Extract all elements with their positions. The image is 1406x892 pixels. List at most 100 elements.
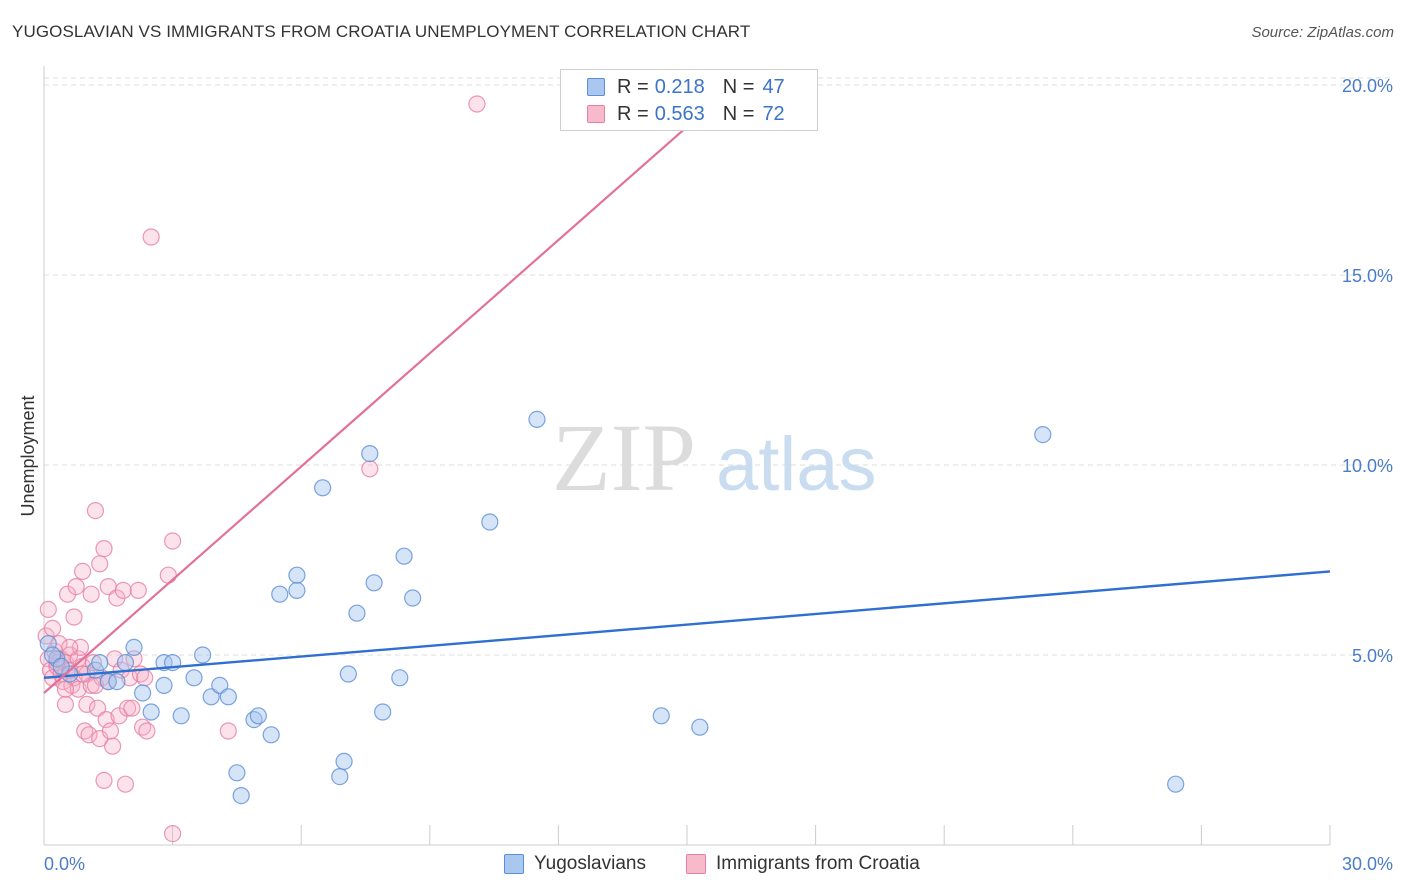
yugoslavian-point xyxy=(232,786,250,805)
yugoslavian-point xyxy=(52,657,70,676)
legend-n-value: 47 xyxy=(762,75,785,98)
yugoslavian-point xyxy=(249,707,267,725)
croatia-trend-line xyxy=(43,125,688,694)
croatia-point xyxy=(164,824,182,843)
croatia-point xyxy=(129,581,147,600)
croatia-point xyxy=(116,775,135,793)
croatia-point xyxy=(82,585,100,603)
croatia-point xyxy=(56,680,75,698)
watermark-zip: ZIP xyxy=(552,404,696,511)
croatia-point xyxy=(91,555,109,573)
legend-row-croatia: R = 0.563 N = 72 xyxy=(587,101,785,127)
croatia-point xyxy=(65,608,83,626)
yugoslavian-point xyxy=(185,669,203,687)
croatia-point xyxy=(142,228,160,246)
yugoslavian-point xyxy=(361,445,379,463)
bottom-legend-swatch-pink xyxy=(686,854,706,874)
yugoslavian-point xyxy=(133,684,152,702)
yugoslavian-point xyxy=(288,566,306,584)
yugoslavian-point xyxy=(395,547,413,565)
croatia-point xyxy=(67,577,85,596)
yugoslavian-point xyxy=(335,752,353,771)
croatia-point xyxy=(164,532,182,550)
yugoslavian-point xyxy=(271,585,289,603)
axes-layer xyxy=(43,66,1331,846)
chart-title: YUGOSLAVIAN VS IMMIGRANTS FROM CROATIA U… xyxy=(12,22,751,41)
y-tick-label: 5.0% xyxy=(1352,646,1393,666)
croatia-point xyxy=(138,722,156,740)
yugoslavian-points xyxy=(39,410,1185,805)
yugoslavian-point xyxy=(125,638,143,657)
yugoslavian-point xyxy=(365,574,383,592)
legend-swatch-blue xyxy=(587,78,605,96)
yugoslavian-point xyxy=(339,665,357,683)
stats-legend: R = 0.218 N = 47 R = 0.563 N = 72 xyxy=(560,69,818,131)
y-tick-label: 20.0% xyxy=(1342,76,1393,96)
yugoslavian-point xyxy=(691,718,709,736)
y-tick-label: 15.0% xyxy=(1342,266,1393,286)
croatia-point xyxy=(95,539,113,558)
watermark: ZIP atlas xyxy=(552,404,877,511)
croatia-point xyxy=(468,95,486,113)
croatia-point xyxy=(88,699,107,717)
croatia-point xyxy=(103,737,122,755)
yugoslavian-point xyxy=(391,669,409,687)
croatia-point xyxy=(123,699,141,717)
bottom-legend-label: Yugoslavians xyxy=(534,853,646,874)
yugoslavian-point xyxy=(288,581,306,600)
legend-n-value: 72 xyxy=(762,102,785,125)
yugoslavian-point xyxy=(652,707,670,725)
yugoslavian-point xyxy=(211,676,229,695)
yugoslavian-point xyxy=(142,703,160,721)
bottom-legend-swatch-blue xyxy=(504,854,524,874)
y-tick-label: 10.0% xyxy=(1342,456,1393,476)
trend-lines xyxy=(43,125,1331,694)
x-tick-label: 0.0% xyxy=(44,854,85,874)
croatia-point xyxy=(361,460,379,478)
yugoslavian-point xyxy=(91,653,109,672)
yugoslavian-point xyxy=(331,767,349,786)
legend-r-value: 0.218 xyxy=(654,75,705,98)
legend-swatch-pink xyxy=(587,105,605,123)
source-label: Source: ZipAtlas.com xyxy=(1251,24,1394,41)
bottom-legend-croatia: Immigrants from Croatia xyxy=(686,852,920,876)
watermark-atlas: atlas xyxy=(716,422,877,507)
croatia-point xyxy=(73,562,92,581)
croatia-point xyxy=(39,600,57,619)
yugoslavian-point xyxy=(43,646,62,664)
bottom-legend-label: Immigrants from Croatia xyxy=(716,853,920,874)
croatia-point xyxy=(101,722,120,740)
legend-r-value: 0.563 xyxy=(654,102,705,125)
legend-r-label: R = xyxy=(617,75,649,98)
yugoslavian-point xyxy=(202,688,220,706)
croatia-point xyxy=(219,722,237,740)
grid-layer xyxy=(44,77,1392,656)
bottom-legend-yugoslavians: Yugoslavians xyxy=(504,852,646,876)
yugoslavian-point xyxy=(481,513,499,531)
legend-row-yugoslavians: R = 0.218 N = 47 xyxy=(587,74,785,100)
yugoslavian-point xyxy=(194,646,212,664)
yugoslavian-point xyxy=(528,410,546,428)
yugoslavian-point xyxy=(1034,426,1052,444)
x-tick-label: 30.0% xyxy=(1342,854,1393,874)
yugoslavian-point xyxy=(374,703,392,721)
croatia-point xyxy=(95,771,113,790)
yugoslavian-point xyxy=(228,764,246,782)
yugoslavian-point xyxy=(262,726,280,744)
yugoslavian-trend-line xyxy=(43,570,1331,679)
legend-n-label: N = xyxy=(722,102,755,125)
legend-r-label: R = xyxy=(617,102,649,125)
yugoslavian-point xyxy=(219,688,237,706)
croatia-point xyxy=(80,726,98,744)
yugoslavian-point xyxy=(404,589,422,607)
croatia-point xyxy=(118,699,137,717)
y-axis-label: Unemployment xyxy=(18,395,38,516)
yugoslavian-point xyxy=(116,653,135,672)
croatia-point xyxy=(159,566,177,584)
croatia-points xyxy=(37,95,486,843)
croatia-point xyxy=(114,581,132,600)
croatia-point xyxy=(56,695,75,714)
croatia-point xyxy=(61,638,79,657)
legend-n-label: N = xyxy=(722,75,755,98)
croatia-point xyxy=(78,695,96,714)
